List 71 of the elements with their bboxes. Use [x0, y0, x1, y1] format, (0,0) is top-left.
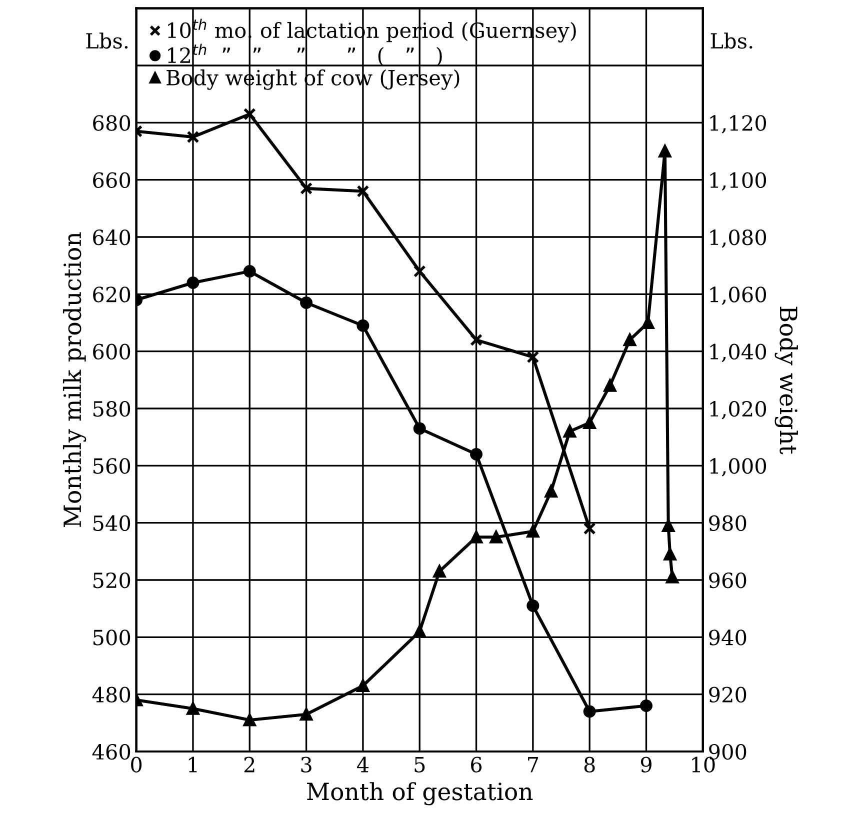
point [186, 130, 200, 144]
point [664, 548, 676, 561]
point [413, 422, 426, 435]
point [356, 319, 370, 332]
point [490, 530, 502, 544]
x-tick-label: 7 [528, 757, 538, 772]
y2-tick-label: 1,080 [710, 229, 766, 248]
point [470, 334, 483, 346]
point [300, 182, 313, 195]
y2-tick-label: 1,040 [710, 344, 766, 362]
y2-axis-title: Body weight [774, 306, 798, 454]
y2-tick-label: 920 [709, 686, 746, 703]
point [433, 565, 446, 578]
x-tick-label: 3 [301, 756, 312, 772]
point [243, 714, 256, 726]
y2-tick-label: 1,120 [710, 115, 766, 134]
y-tick-label: 520 [93, 572, 130, 588]
point [662, 519, 675, 532]
point [583, 416, 596, 430]
y-tick-label: 540 [93, 515, 130, 532]
point [526, 525, 540, 538]
point [356, 680, 370, 692]
point [470, 448, 483, 460]
x-tick-label: 9 [640, 756, 652, 772]
point [666, 570, 679, 584]
x-tick-label: 4 [356, 756, 369, 772]
y-tick-label: 460 [92, 744, 130, 760]
y-tick-label: 620 [93, 286, 130, 302]
y-tick-label: 480 [92, 686, 130, 703]
point [300, 708, 313, 721]
point [583, 522, 596, 535]
x-tick-label: 2 [244, 756, 254, 772]
point [413, 265, 426, 278]
y-tick-label: 600 [93, 344, 130, 360]
y-tick-label: 500 [93, 630, 130, 646]
point [186, 702, 200, 715]
x-tick-label: 0 [131, 756, 142, 772]
y2-tick-label: 1,020 [710, 400, 766, 420]
point [604, 379, 616, 392]
point [470, 530, 483, 544]
x-tick-label: 1 [188, 756, 197, 772]
point [642, 316, 654, 330]
y2-tick-label: 1,000 [710, 458, 766, 476]
point [356, 185, 370, 198]
y-tick-label: 660 [93, 172, 130, 188]
x-tick-label: 6 [471, 756, 482, 772]
y-tick-label: 580 [93, 400, 130, 417]
x-tick-label: 8 [584, 756, 595, 772]
y-tick-label: 680 [93, 115, 130, 131]
text: Lbs. [710, 32, 752, 49]
y2-tick-label: 940 [709, 630, 746, 646]
point [243, 108, 256, 120]
point [526, 350, 540, 364]
y-axis-title: Monthly milk production [62, 232, 86, 528]
y2-tick-label: 1,060 [710, 286, 766, 305]
point [300, 296, 313, 309]
point [624, 334, 636, 346]
y2-tick-label: 1,100 [710, 172, 766, 191]
point [640, 700, 652, 712]
point [186, 276, 200, 289]
text: Lbs. [86, 32, 128, 49]
x-axis-title: Month of gestation [307, 782, 533, 806]
point [526, 599, 540, 612]
y2-tick-label: 980 [709, 515, 746, 532]
point [413, 625, 426, 638]
y-tick-label: 640 [93, 229, 130, 246]
point [583, 705, 596, 718]
x-tick-label: 5 [414, 757, 425, 772]
point [243, 265, 256, 278]
y-tick-label: 560 [93, 458, 130, 474]
y2-tick-label: 960 [709, 572, 746, 588]
